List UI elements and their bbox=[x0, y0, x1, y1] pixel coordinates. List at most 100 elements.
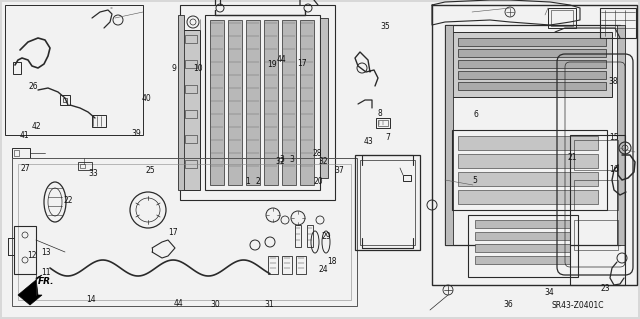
Text: 9: 9 bbox=[172, 64, 177, 73]
Bar bbox=[475, 244, 570, 252]
Bar bbox=[180, 5, 335, 200]
Bar bbox=[570, 135, 625, 285]
Bar bbox=[228, 20, 242, 185]
Bar bbox=[185, 35, 197, 43]
Bar bbox=[458, 71, 606, 79]
Text: 38: 38 bbox=[608, 77, 618, 86]
Text: 44: 44 bbox=[276, 56, 286, 64]
Text: 11: 11 bbox=[42, 268, 51, 277]
Text: 3: 3 bbox=[280, 155, 285, 164]
Bar bbox=[210, 20, 224, 185]
Text: 14: 14 bbox=[86, 295, 96, 304]
Text: 25: 25 bbox=[146, 166, 156, 175]
Text: 5: 5 bbox=[472, 176, 477, 185]
Bar bbox=[468, 215, 578, 277]
Bar bbox=[268, 256, 278, 274]
Bar bbox=[307, 225, 313, 247]
Bar bbox=[475, 232, 570, 240]
Bar bbox=[458, 38, 606, 46]
Bar bbox=[185, 135, 197, 143]
Text: 44: 44 bbox=[174, 299, 184, 308]
Text: 34: 34 bbox=[544, 288, 554, 297]
Bar bbox=[574, 220, 618, 250]
Bar bbox=[14, 226, 36, 274]
Bar bbox=[445, 25, 453, 245]
Text: 24: 24 bbox=[318, 265, 328, 274]
Bar bbox=[376, 118, 390, 128]
Text: 10: 10 bbox=[193, 64, 203, 73]
Bar bbox=[475, 256, 570, 264]
Bar bbox=[282, 20, 296, 185]
Text: 7: 7 bbox=[385, 133, 390, 142]
Bar bbox=[458, 190, 598, 204]
Text: 8: 8 bbox=[378, 109, 382, 118]
Bar bbox=[403, 175, 411, 181]
Text: 2: 2 bbox=[256, 177, 260, 186]
Bar bbox=[551, 10, 573, 26]
Text: 28: 28 bbox=[312, 149, 322, 158]
Bar bbox=[452, 130, 607, 210]
Polygon shape bbox=[18, 275, 42, 305]
Bar bbox=[60, 95, 70, 105]
Text: 20: 20 bbox=[314, 177, 323, 186]
Bar bbox=[13, 62, 21, 74]
Text: 41: 41 bbox=[19, 131, 29, 140]
Bar bbox=[355, 155, 420, 250]
Bar bbox=[205, 15, 320, 190]
Bar bbox=[63, 98, 67, 102]
Bar bbox=[432, 5, 637, 285]
Bar bbox=[185, 60, 197, 68]
Text: 32: 32 bbox=[319, 157, 328, 166]
Bar bbox=[378, 120, 388, 126]
Bar bbox=[185, 85, 197, 93]
Bar bbox=[178, 15, 184, 190]
Bar bbox=[80, 164, 85, 168]
Bar bbox=[5, 5, 143, 135]
Bar bbox=[458, 154, 598, 168]
Bar bbox=[92, 115, 106, 127]
Bar bbox=[617, 25, 625, 245]
Bar bbox=[458, 60, 606, 68]
Bar bbox=[12, 148, 30, 158]
Bar bbox=[445, 25, 620, 245]
Bar bbox=[185, 160, 197, 168]
Text: 37: 37 bbox=[334, 166, 344, 175]
Bar bbox=[300, 20, 314, 185]
Text: FR.: FR. bbox=[38, 278, 54, 286]
Text: 21: 21 bbox=[568, 153, 577, 162]
Text: 27: 27 bbox=[20, 164, 30, 173]
Bar bbox=[458, 82, 606, 90]
Bar bbox=[282, 256, 292, 274]
Bar bbox=[185, 110, 197, 118]
Bar bbox=[246, 20, 260, 185]
Bar bbox=[14, 150, 19, 156]
Bar bbox=[458, 172, 598, 186]
Text: 42: 42 bbox=[32, 122, 42, 130]
Text: 35: 35 bbox=[381, 22, 390, 31]
Text: 39: 39 bbox=[131, 129, 141, 138]
Text: 26: 26 bbox=[29, 82, 38, 91]
Text: 19: 19 bbox=[268, 60, 277, 69]
Text: 15: 15 bbox=[609, 133, 619, 142]
Bar bbox=[295, 225, 301, 247]
Text: SR43-Z0401C: SR43-Z0401C bbox=[551, 300, 604, 309]
Text: 17: 17 bbox=[168, 228, 178, 237]
Bar bbox=[18, 164, 351, 300]
Text: 30: 30 bbox=[210, 300, 220, 309]
Bar bbox=[78, 162, 92, 170]
Bar bbox=[458, 136, 598, 150]
Text: 40: 40 bbox=[142, 94, 152, 103]
Bar bbox=[452, 32, 612, 97]
Text: 1: 1 bbox=[245, 177, 250, 186]
Bar bbox=[296, 256, 306, 274]
Text: 43: 43 bbox=[364, 137, 373, 146]
Text: 16: 16 bbox=[609, 165, 619, 174]
Text: 22: 22 bbox=[64, 197, 74, 205]
Bar bbox=[320, 18, 328, 178]
Text: 29: 29 bbox=[321, 232, 331, 241]
Text: 6: 6 bbox=[474, 110, 479, 119]
Text: 17: 17 bbox=[298, 59, 307, 68]
Bar bbox=[574, 180, 618, 210]
Bar bbox=[548, 8, 576, 28]
Text: 23: 23 bbox=[600, 284, 610, 293]
